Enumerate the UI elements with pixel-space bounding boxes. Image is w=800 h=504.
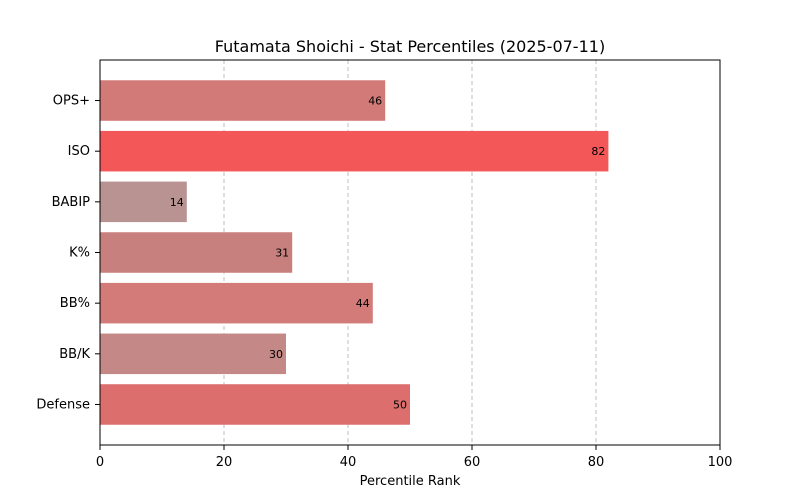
y-tick-label: Defense — [36, 397, 90, 412]
x-tick-label: 40 — [340, 455, 357, 470]
bar — [100, 181, 187, 223]
y-tick-label: K% — [69, 246, 90, 261]
y-tick-label: BABIP — [52, 195, 91, 210]
data-labels: 46 82 14 31 44 30 50 — [170, 95, 606, 412]
y-axis-ticks: OPS+ ISO BABIP K% BB% BB/K Defense — [36, 94, 100, 412]
bar — [100, 384, 410, 425]
data-label: 50 — [393, 398, 407, 411]
y-tick-label: BB% — [60, 296, 90, 311]
data-label: 14 — [170, 196, 184, 209]
x-axis-ticks: 0 20 40 60 80 100 — [96, 445, 733, 470]
bar — [100, 80, 386, 121]
bar — [100, 282, 373, 324]
bar — [100, 232, 293, 273]
data-label: 82 — [591, 145, 605, 158]
data-label: 30 — [269, 348, 283, 361]
bar — [100, 130, 609, 172]
bars — [100, 80, 609, 425]
chart-title: Futamata Shoichi - Stat Percentiles (202… — [215, 37, 605, 56]
bar — [100, 333, 286, 375]
x-tick-label: 20 — [216, 455, 233, 470]
y-tick-label: ISO — [68, 144, 90, 159]
x-tick-label: 100 — [708, 455, 733, 470]
data-label: 46 — [368, 95, 382, 108]
y-tick-label: OPS+ — [53, 94, 90, 109]
data-label: 44 — [356, 297, 370, 310]
x-tick-label: 0 — [96, 455, 104, 470]
y-tick-label: BB/K — [59, 347, 90, 362]
data-label: 31 — [275, 247, 289, 260]
x-tick-label: 60 — [464, 455, 481, 470]
x-tick-label: 80 — [588, 455, 605, 470]
x-axis-label: Percentile Rank — [360, 474, 461, 489]
